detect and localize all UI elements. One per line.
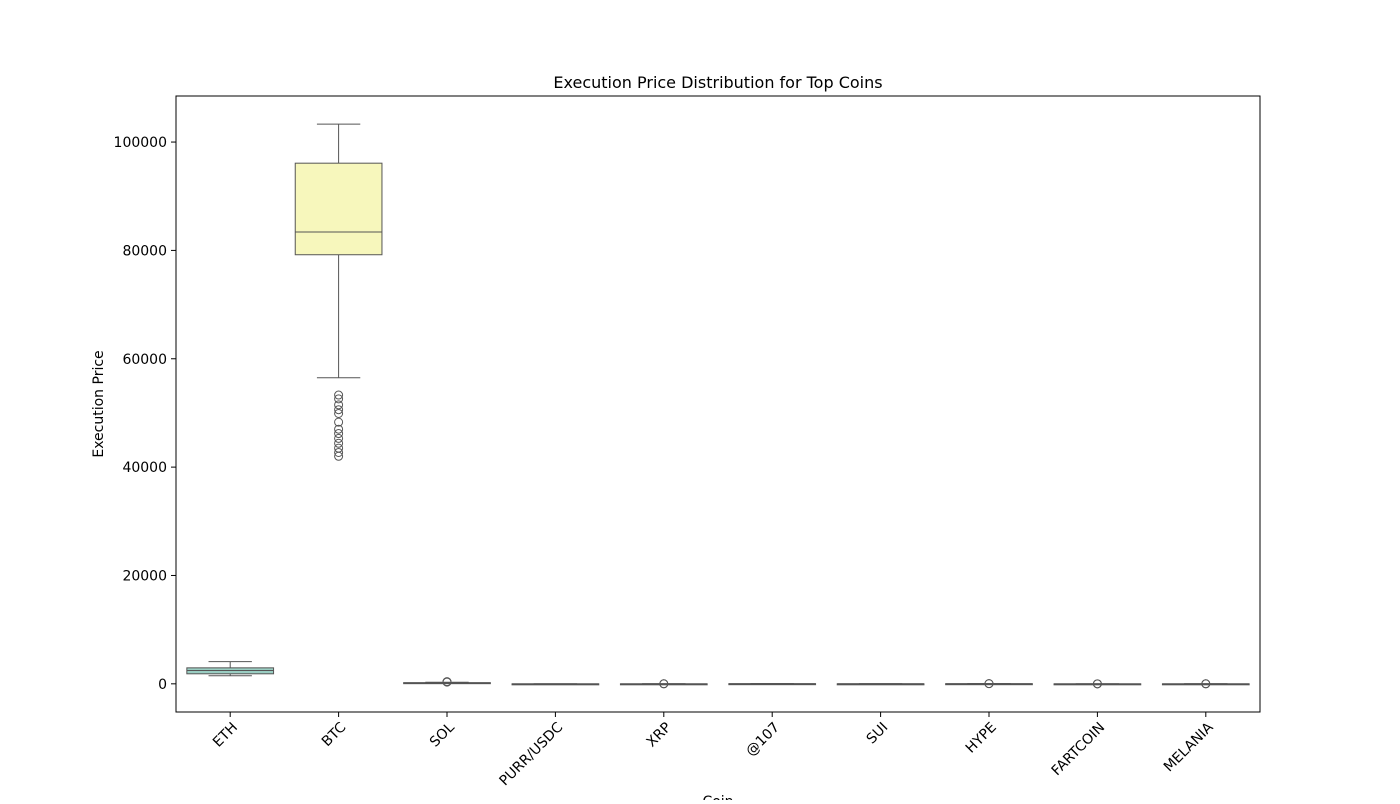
y-tick-label: 40000	[122, 460, 167, 476]
outlier	[334, 451, 344, 461]
outlier	[334, 438, 344, 448]
y-tick-label: 0	[158, 677, 167, 693]
x-tick-label: PURR/USDC	[497, 719, 567, 789]
x-tick-label: HYPE	[963, 720, 1000, 757]
x-tick-label: FARTCOIN	[1049, 720, 1109, 780]
x-tick-label: ETH	[210, 720, 241, 751]
outlier	[1201, 679, 1211, 689]
chart-title: Execution Price Distribution for Top Coi…	[553, 73, 882, 92]
y-tick-label: 60000	[122, 352, 167, 368]
plot-frame	[175, 95, 1261, 713]
outlier	[334, 417, 344, 427]
y-tick-label: 20000	[122, 568, 167, 584]
y-axis-label: Execution Price	[91, 350, 107, 457]
outlier	[442, 677, 452, 687]
outlier	[1092, 679, 1102, 689]
y-tick-label: 100000	[114, 135, 167, 151]
outlier	[334, 394, 344, 404]
outlier	[334, 447, 344, 457]
outlier	[334, 400, 344, 410]
outlier	[334, 433, 344, 443]
x-tick-label: SOL	[427, 719, 458, 750]
x-tick-label: BTC	[319, 719, 350, 750]
x-tick-label: XRP	[644, 720, 675, 751]
x-tick-label: MELANIA	[1161, 719, 1217, 775]
x-tick-label: @107	[743, 720, 783, 760]
outlier	[334, 390, 344, 400]
x-axis-label: Coin	[702, 794, 733, 800]
outlier	[334, 408, 344, 418]
outlier	[334, 424, 344, 434]
y-tick-label: 80000	[122, 243, 167, 259]
outlier	[984, 679, 994, 689]
x-tick-label: SUI	[864, 720, 892, 748]
outlier	[659, 679, 669, 689]
outlier	[334, 405, 344, 415]
box	[294, 162, 383, 256]
outlier	[334, 429, 344, 439]
